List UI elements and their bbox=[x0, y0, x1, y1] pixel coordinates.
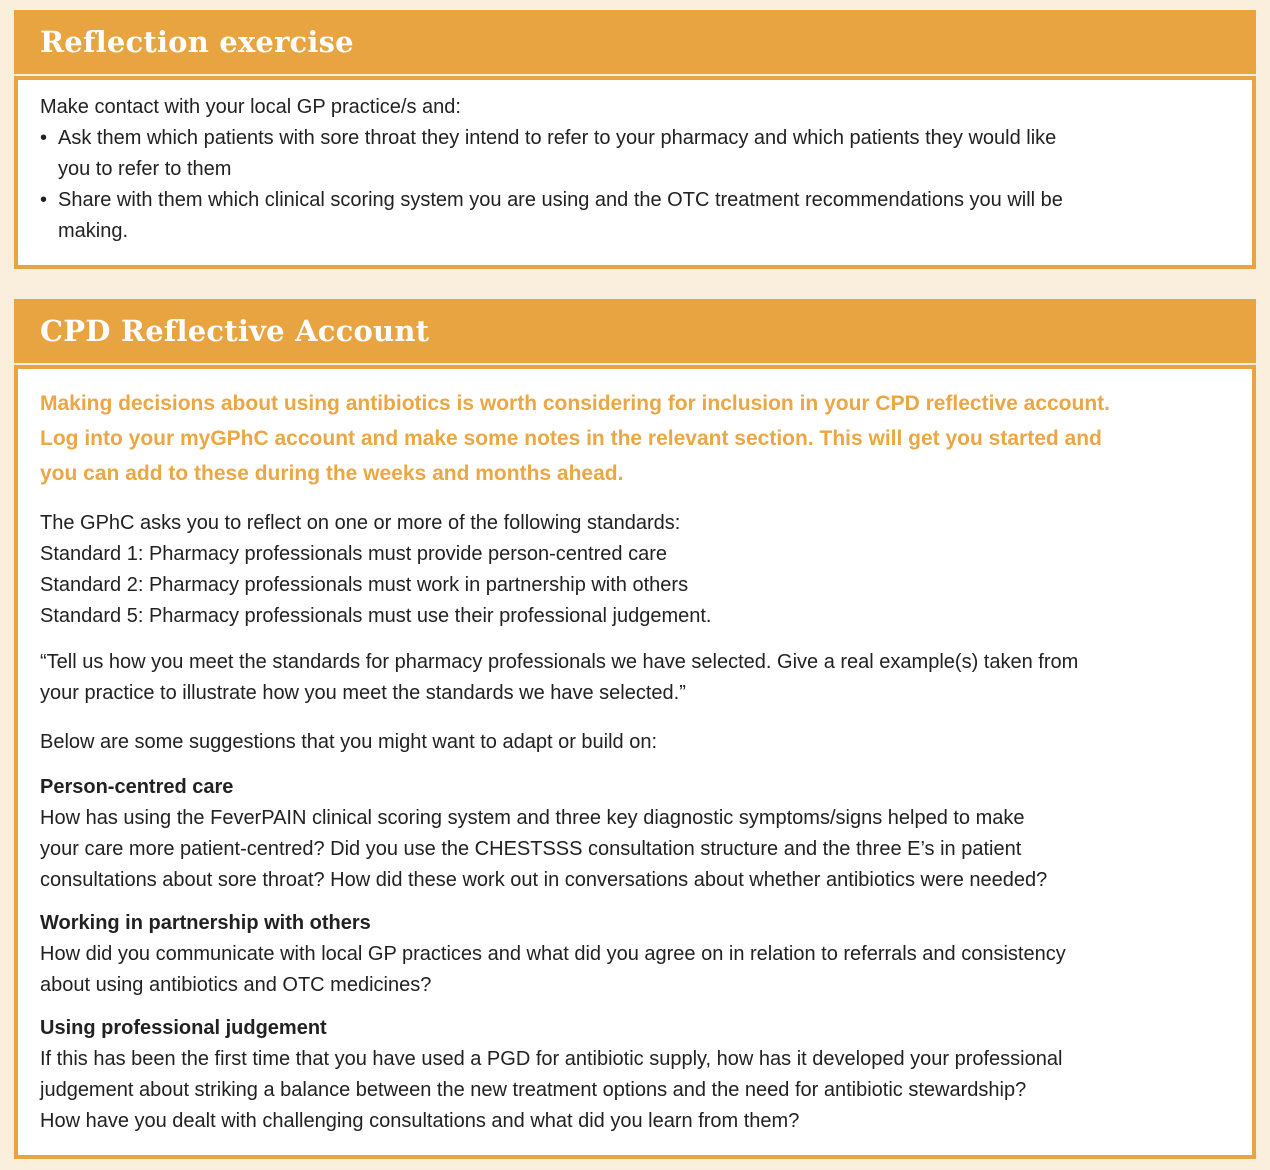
section-professional-judgement: Using professional judgement If this has… bbox=[40, 1013, 1228, 1137]
list-item: • Share with them which clinical scoring… bbox=[40, 185, 1228, 247]
suggestions-intro-text: Below are some suggestions that you migh… bbox=[40, 731, 658, 753]
gphc-quote-paragraph: “Tell us how you meet the standards for … bbox=[40, 651, 1079, 704]
section-body: If this has been the first time that you… bbox=[40, 1048, 1063, 1132]
section-heading: Using professional judgement bbox=[40, 1017, 327, 1039]
cpd-highlight-paragraph: Making decisions about using antibiotics… bbox=[40, 392, 1110, 485]
reflection-exercise-panel: Reflection exercise Make contact with yo… bbox=[14, 10, 1256, 269]
bullet-icon: • bbox=[40, 127, 48, 149]
reflection-intro-text: Make contact with your local GP practice… bbox=[40, 96, 461, 118]
cpd-reflective-account-panel: CPD Reflective Account Making decisions … bbox=[14, 299, 1256, 1159]
bullet-text-share: Share with them which clinical scoring s… bbox=[58, 189, 1063, 242]
reflection-exercise-body: Make contact with your local GP practice… bbox=[14, 76, 1256, 269]
section-heading: Person-centred care bbox=[40, 776, 234, 798]
cpd-account-title: CPD Reflective Account bbox=[40, 314, 430, 348]
bullet-text-refer: Ask them which patients with sore throat… bbox=[58, 127, 1057, 180]
section-working-in-partnership: Working in partnership with others How d… bbox=[40, 908, 1228, 1001]
reflection-exercise-title: Reflection exercise bbox=[40, 25, 354, 59]
section-body: How did you communicate with local GP pr… bbox=[40, 943, 1066, 996]
section-body: How has using the FeverPAIN clinical sco… bbox=[40, 807, 1048, 891]
section-heading: Working in partnership with others bbox=[40, 912, 371, 934]
list-item: • Ask them which patients with sore thro… bbox=[40, 123, 1228, 185]
reflection-exercise-header: Reflection exercise bbox=[14, 10, 1256, 74]
bullet-icon: • bbox=[40, 189, 48, 211]
cpd-account-header: CPD Reflective Account bbox=[14, 299, 1256, 363]
section-person-centred-care: Person-centred care How has using the Fe… bbox=[40, 772, 1228, 896]
gphc-standards-paragraph: The GPhC asks you to reflect on one or m… bbox=[40, 512, 712, 627]
cpd-account-body: Making decisions about using antibiotics… bbox=[14, 365, 1256, 1159]
